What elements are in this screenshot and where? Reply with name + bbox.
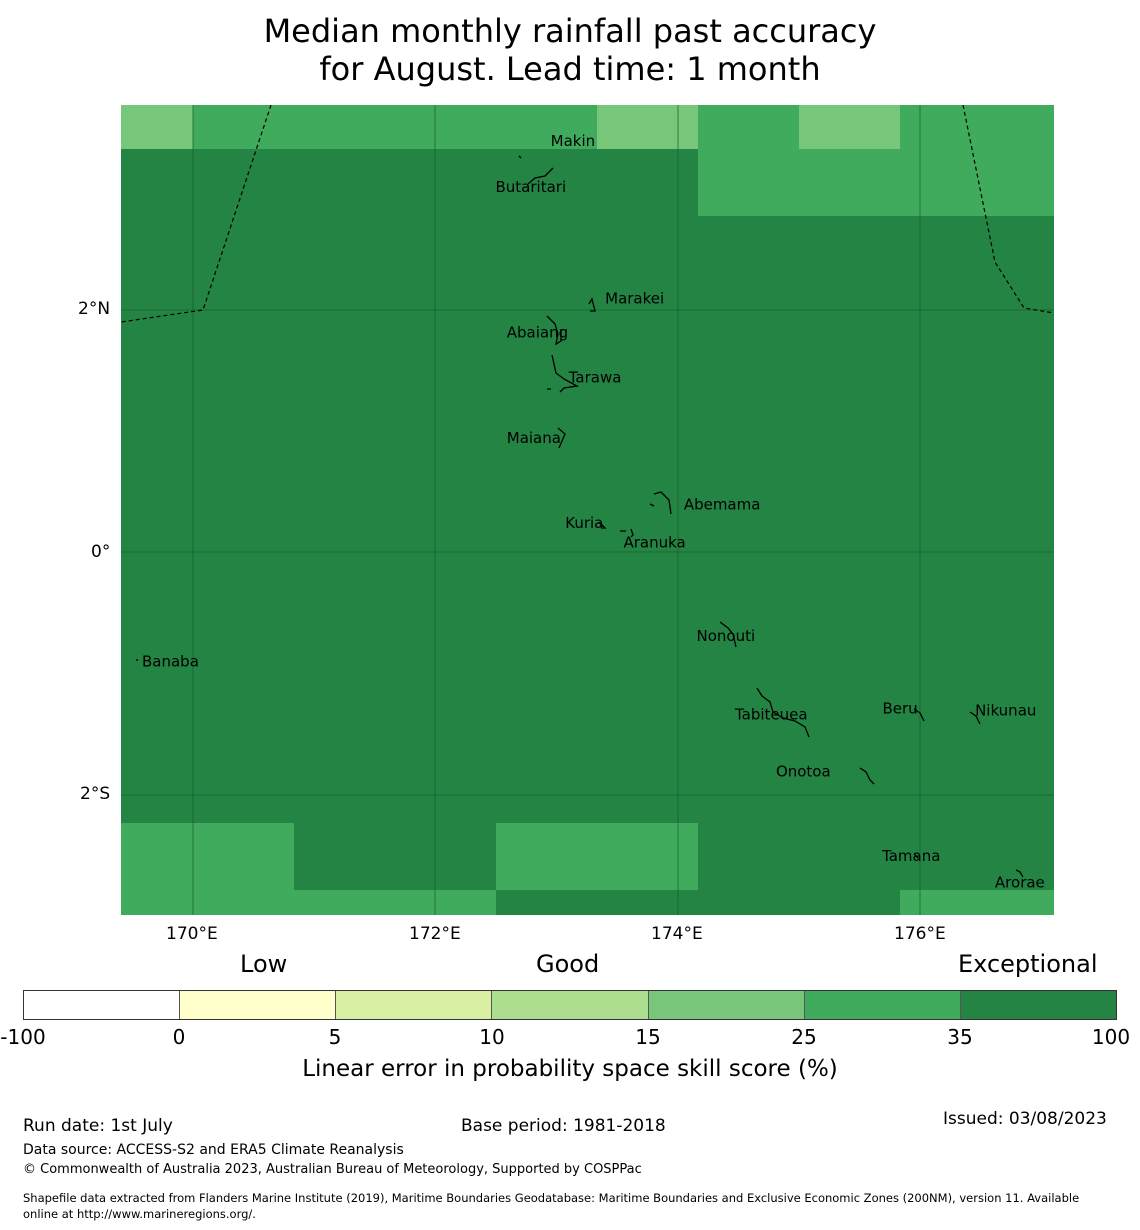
lat-tick-0: 0° <box>91 542 111 562</box>
island-outlines <box>136 155 1024 878</box>
colorbar-tick: 10 <box>479 1025 505 1049</box>
eez-boundary-west <box>120 104 272 323</box>
island-outline <box>859 767 875 785</box>
colorbar-swatch <box>180 991 337 1019</box>
legend-label-low: Low <box>240 950 288 978</box>
island-label: Onotoa <box>776 762 831 780</box>
skill-grid <box>121 105 1054 915</box>
island-label: Abaiang <box>507 324 568 342</box>
island-label: Tabiteuea <box>734 706 808 724</box>
skill-cell <box>193 105 597 149</box>
colorbar-swatch <box>492 991 649 1019</box>
colorbar-tick: 0 <box>172 1025 186 1049</box>
eez-boundary-east <box>962 104 1055 314</box>
skill-cell <box>121 105 1054 915</box>
skill-cell <box>799 105 900 149</box>
run-date: Run date: 1st July <box>23 1116 173 1136</box>
lat-tick-2s: 2°S <box>80 784 111 804</box>
skill-cell <box>121 823 294 915</box>
island-outline <box>653 491 672 515</box>
island-label: Beru <box>883 699 918 717</box>
island-label: Nonouti <box>697 627 756 645</box>
island-label: Tarawa <box>568 368 622 386</box>
graticule <box>121 105 1054 915</box>
lon-tick-172e: 172°E <box>409 924 461 944</box>
map-title-line1: Median monthly rainfall past accuracy <box>263 12 877 50</box>
island-outline <box>546 315 562 346</box>
data-source: Data source: ACCESS-S2 and ERA5 Climate … <box>23 1142 404 1158</box>
lon-tick-170e: 170°E <box>166 924 218 944</box>
skill-cell <box>597 105 698 149</box>
colorbar-tick: 100 <box>1091 1025 1131 1049</box>
legend-label-good: Good <box>536 950 600 978</box>
island-label: Kuria <box>565 514 603 532</box>
colorbar-swatch <box>24 991 181 1019</box>
island-outline <box>518 155 522 159</box>
island-outline <box>719 621 737 648</box>
skill-map: Makin Butaritari Marakei Abaiang Tarawa Maian… <box>120 104 1055 915</box>
shapefile-credit-line1: Shapefile data extracted from Flanders M… <box>23 1191 1080 1205</box>
island-outline <box>913 853 919 859</box>
lon-tick-174e: 174°E <box>651 924 703 944</box>
colorbar <box>23 990 1117 1020</box>
island-label: Nikunau <box>975 702 1036 720</box>
skill-cell <box>900 105 1054 216</box>
island-label: Banaba <box>142 652 199 670</box>
island-label: Butaritari <box>496 178 567 196</box>
island-outline <box>551 354 580 393</box>
island-outline <box>1015 869 1024 878</box>
skill-cell <box>294 890 496 915</box>
colorbar-tick: 25 <box>791 1025 817 1049</box>
island-outline <box>756 687 810 738</box>
island-label: Makin <box>551 132 596 150</box>
skill-cell <box>900 890 1054 915</box>
island-outline <box>598 521 607 529</box>
island-label: Aranuka <box>624 533 686 551</box>
copyright: © Commonwealth of Australia 2023, Austra… <box>23 1162 642 1177</box>
colorbar-tick: 15 <box>635 1025 661 1049</box>
colorbar-tick: -100 <box>0 1025 46 1049</box>
skill-cell <box>698 105 799 216</box>
island-label: Abemama <box>684 496 761 514</box>
island-label: Arorae <box>995 873 1045 891</box>
island-outline <box>620 528 634 538</box>
map-title-line2: for August. Lead time: 1 month <box>319 50 821 88</box>
colorbar-swatch <box>336 991 493 1019</box>
colorbar-swatch <box>960 991 1116 1019</box>
eez-boundaries <box>120 104 1055 323</box>
colorbar-title: Linear error in probability space skill … <box>302 1056 838 1082</box>
island-outline <box>913 708 925 722</box>
lat-tick-2n: 2°N <box>78 299 111 319</box>
island-outline <box>557 427 566 449</box>
shapefile-credit-line2: online at http://www.marineregions.org/. <box>23 1207 256 1221</box>
skill-cell <box>799 149 900 216</box>
island-outline <box>527 167 554 185</box>
colorbar-tick: 35 <box>947 1025 973 1049</box>
colorbar-swatch <box>804 991 961 1019</box>
lon-tick-176e: 176°E <box>894 924 946 944</box>
island-label: Tamana <box>881 847 940 865</box>
island-outline <box>588 297 596 312</box>
issued-date: Issued: 03/08/2023 <box>943 1109 1107 1129</box>
island-label: Marakei <box>605 290 664 308</box>
colorbar-swatch <box>648 991 805 1019</box>
legend-label-exceptional: Exceptional <box>958 950 1098 978</box>
skill-cell <box>496 823 698 890</box>
island-outline <box>969 711 981 725</box>
colorbar-tick: 5 <box>328 1025 342 1049</box>
island-label: Maiana <box>507 429 561 447</box>
island-labels: Makin Butaritari Marakei Abaiang Tarawa Maian… <box>142 132 1045 892</box>
skill-cell <box>121 105 193 149</box>
island-outline <box>649 503 655 507</box>
base-period: Base period: 1981-2018 <box>461 1116 666 1136</box>
